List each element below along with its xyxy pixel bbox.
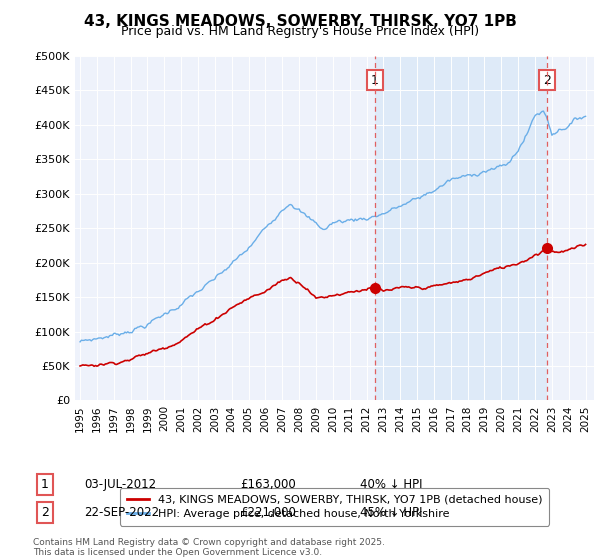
Text: 03-JUL-2012: 03-JUL-2012: [84, 478, 156, 491]
Text: Contains HM Land Registry data © Crown copyright and database right 2025.
This d: Contains HM Land Registry data © Crown c…: [33, 538, 385, 557]
Text: £163,000: £163,000: [240, 478, 296, 491]
Bar: [375, 56, 547, 400]
Text: 40% ↓ HPI: 40% ↓ HPI: [360, 478, 422, 491]
Text: £221,000: £221,000: [240, 506, 296, 519]
Text: 1: 1: [41, 478, 49, 491]
Text: 45% ↓ HPI: 45% ↓ HPI: [360, 506, 422, 519]
Text: 43, KINGS MEADOWS, SOWERBY, THIRSK, YO7 1PB: 43, KINGS MEADOWS, SOWERBY, THIRSK, YO7 …: [83, 14, 517, 29]
Text: 22-SEP-2022: 22-SEP-2022: [84, 506, 159, 519]
Text: 2: 2: [41, 506, 49, 519]
Legend: 43, KINGS MEADOWS, SOWERBY, THIRSK, YO7 1PB (detached house), HPI: Average price: 43, KINGS MEADOWS, SOWERBY, THIRSK, YO7 …: [120, 488, 549, 526]
Text: Price paid vs. HM Land Registry's House Price Index (HPI): Price paid vs. HM Land Registry's House …: [121, 25, 479, 38]
Text: 1: 1: [371, 73, 379, 87]
Text: 2: 2: [543, 73, 551, 87]
